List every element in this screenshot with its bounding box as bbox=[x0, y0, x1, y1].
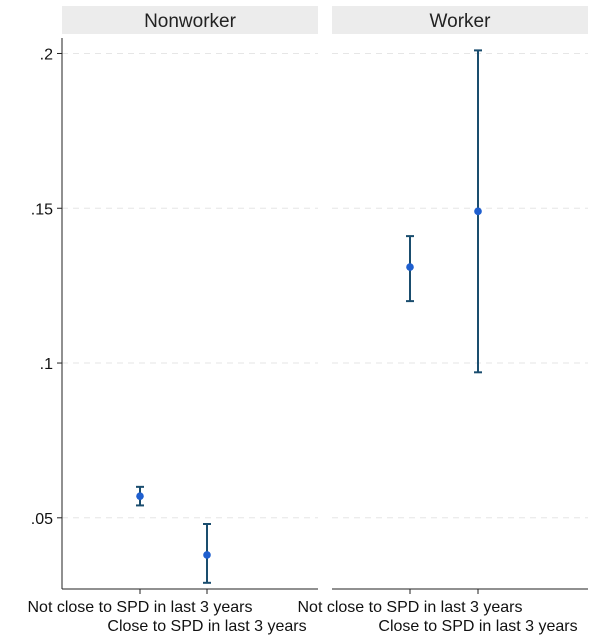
x-tick-label: Not close to SPD in last 3 years bbox=[28, 599, 253, 616]
axis-layer bbox=[57, 38, 588, 594]
label-layer: .05 .1 .15 .2 Not close to SPD in last 3 yea… bbox=[28, 46, 578, 635]
grid-layer bbox=[62, 52, 588, 519]
x-tick-label: Close to SPD in last 3 years bbox=[107, 618, 306, 635]
panel-title-layer: Nonworker Worker bbox=[62, 6, 588, 34]
y-tick-label: .1 bbox=[40, 356, 53, 373]
y-tick-label: .2 bbox=[40, 46, 53, 63]
x-tick-label: Not close to SPD in last 3 years bbox=[298, 599, 523, 616]
panel-title-strip bbox=[62, 6, 318, 34]
point-estimate bbox=[406, 263, 414, 271]
y-tick-label: .05 bbox=[31, 511, 53, 528]
x-tick-label: Close to SPD in last 3 years bbox=[378, 618, 577, 635]
point-estimate bbox=[203, 551, 211, 559]
point-estimate bbox=[474, 207, 482, 216]
y-tick-label: .15 bbox=[31, 201, 53, 218]
panel-title: Worker bbox=[430, 11, 492, 32]
panel-title-strip bbox=[332, 6, 588, 34]
point-estimate bbox=[136, 492, 144, 500]
mark-layer bbox=[136, 49, 482, 584]
panel-title: Nonworker bbox=[144, 11, 237, 32]
